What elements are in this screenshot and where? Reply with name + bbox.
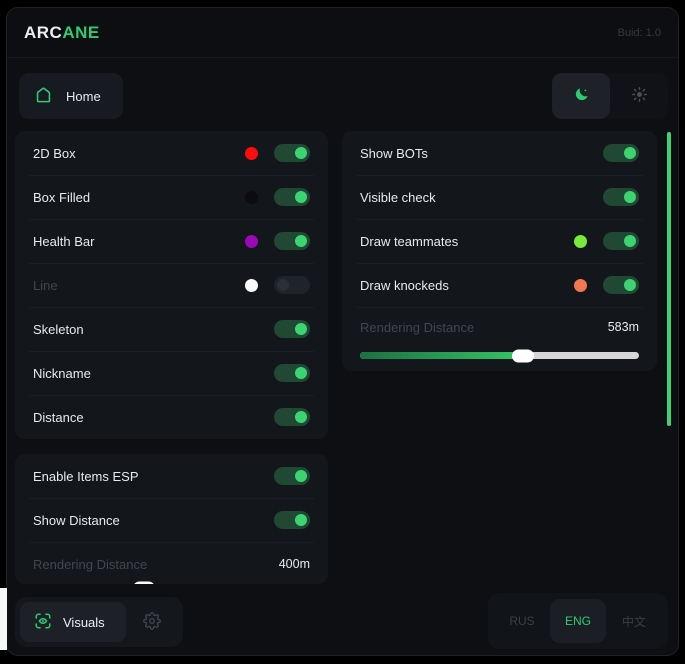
slider-fill bbox=[360, 352, 523, 359]
setting-label: Line bbox=[33, 277, 58, 293]
toggle-knob bbox=[624, 191, 636, 203]
slider-knob[interactable] bbox=[132, 581, 155, 584]
toggle-switch[interactable] bbox=[274, 511, 310, 529]
title-bar: ARCANE Buid: 1.0 bbox=[7, 8, 678, 58]
toggle-knob bbox=[277, 279, 289, 291]
setting-row-box-filled: Box Filled bbox=[15, 175, 328, 219]
app-window: ARCANE Buid: 1.0 Home 2D Box bbox=[6, 7, 679, 656]
setting-row-health-bar: Health Bar bbox=[15, 219, 328, 263]
setting-row-draw-knockeds: Draw knockeds bbox=[342, 263, 657, 307]
slider-knob[interactable] bbox=[511, 349, 534, 362]
toggle-switch[interactable] bbox=[274, 188, 310, 206]
language-switcher: RUS ENG 中文 bbox=[488, 593, 668, 649]
language-button-rus[interactable]: RUS bbox=[494, 599, 550, 643]
toggle-switch[interactable] bbox=[274, 320, 310, 338]
setting-label: Nickname bbox=[33, 365, 91, 381]
setting-label: 2D Box bbox=[33, 145, 76, 161]
setting-label: Box Filled bbox=[33, 189, 91, 205]
rendering-distance-slider[interactable] bbox=[360, 349, 639, 362]
light-mode-button[interactable] bbox=[610, 73, 668, 119]
footer-nav-group: Visuals bbox=[15, 597, 183, 647]
setting-row-distance: Distance bbox=[15, 395, 328, 439]
toggle-knob bbox=[624, 279, 636, 291]
app-logo: ARCANE bbox=[24, 23, 100, 43]
toggle-knob bbox=[295, 323, 307, 335]
toggle-switch[interactable] bbox=[603, 188, 639, 206]
toggle-knob bbox=[295, 470, 307, 482]
setting-row-rendering-distance: Rendering Distance 583m bbox=[342, 307, 657, 347]
setting-label: Show Distance bbox=[33, 512, 120, 528]
toggle-switch[interactable] bbox=[274, 408, 310, 426]
home-button[interactable]: Home bbox=[19, 73, 123, 119]
toggle-switch[interactable] bbox=[603, 144, 639, 162]
setting-row-2d-box: 2D Box bbox=[15, 131, 328, 175]
setting-label: Skeleton bbox=[33, 321, 84, 337]
toggle-switch[interactable] bbox=[274, 144, 310, 162]
setting-label: Draw knockeds bbox=[360, 277, 449, 293]
scrollbar[interactable] bbox=[667, 132, 671, 426]
setting-label: Rendering Distance bbox=[33, 556, 148, 572]
setting-label: Show BOTs bbox=[360, 145, 428, 161]
visuals-label: Visuals bbox=[63, 614, 105, 630]
setting-label: Distance bbox=[33, 409, 84, 425]
color-swatch[interactable] bbox=[245, 190, 258, 204]
dark-mode-button[interactable] bbox=[552, 73, 610, 119]
color-swatch[interactable] bbox=[245, 146, 258, 160]
player-esp-panel: 2D Box Box Filled Health Bar Line bbox=[15, 131, 328, 439]
setting-row-skeleton: Skeleton bbox=[15, 307, 328, 351]
setting-label: Enable Items ESP bbox=[33, 468, 139, 484]
setting-row-enable-items-esp: Enable Items ESP bbox=[15, 454, 328, 498]
setting-label: Health Bar bbox=[33, 233, 95, 249]
app-logo-green: ANE bbox=[62, 22, 100, 42]
language-button-zh[interactable]: 中文 bbox=[606, 599, 662, 643]
toggle-switch[interactable] bbox=[603, 276, 639, 294]
background-window-strip bbox=[0, 588, 7, 650]
gear-icon bbox=[143, 611, 161, 633]
world-esp-panel: Show BOTs Visible check Draw teammates D… bbox=[342, 131, 657, 371]
toggle-switch[interactable] bbox=[603, 232, 639, 250]
setting-row-show-bots: Show BOTs bbox=[342, 131, 657, 175]
toggle-knob bbox=[295, 235, 307, 247]
items-esp-panel: Enable Items ESP Show Distance Rendering… bbox=[15, 454, 328, 584]
slider-value: 400m bbox=[278, 557, 310, 571]
build-version: Buid: 1.0 bbox=[617, 26, 661, 39]
toggle-knob bbox=[295, 191, 307, 203]
toggle-switch[interactable] bbox=[274, 232, 310, 250]
toggle-knob bbox=[624, 235, 636, 247]
sun-icon bbox=[631, 86, 648, 106]
setting-label: Draw teammates bbox=[360, 233, 459, 249]
toggle-switch[interactable] bbox=[274, 364, 310, 382]
color-swatch[interactable] bbox=[245, 234, 258, 248]
moon-icon bbox=[573, 86, 590, 106]
toggle-switch[interactable] bbox=[274, 467, 310, 485]
toggle-knob bbox=[624, 147, 636, 159]
toggle-knob bbox=[295, 411, 307, 423]
toggle-knob bbox=[295, 367, 307, 379]
color-swatch[interactable] bbox=[245, 278, 258, 292]
scan-eye-icon bbox=[34, 612, 52, 633]
setting-row-nickname: Nickname bbox=[15, 351, 328, 395]
slider-value: 583m bbox=[607, 320, 639, 334]
toggle-switch[interactable] bbox=[274, 276, 310, 294]
setting-row-visible-check: Visible check bbox=[342, 175, 657, 219]
language-button-eng[interactable]: ENG bbox=[550, 599, 606, 643]
home-icon bbox=[34, 85, 53, 107]
setting-label: Rendering Distance bbox=[360, 319, 475, 335]
theme-switcher bbox=[552, 73, 668, 119]
app-logo-white: ARC bbox=[24, 22, 63, 42]
setting-row-rendering-distance: Rendering Distance 400m bbox=[15, 542, 328, 584]
visuals-tab-button[interactable]: Visuals bbox=[20, 602, 126, 642]
setting-row-line: Line bbox=[15, 263, 328, 307]
toggle-knob bbox=[295, 147, 307, 159]
toggle-knob bbox=[295, 514, 307, 526]
setting-row-show-distance: Show Distance bbox=[15, 498, 328, 542]
color-swatch[interactable] bbox=[574, 234, 587, 248]
setting-label: Visible check bbox=[360, 189, 436, 205]
settings-button[interactable] bbox=[126, 602, 178, 642]
setting-row-draw-teammates: Draw teammates bbox=[342, 219, 657, 263]
home-label: Home bbox=[66, 88, 101, 104]
color-swatch[interactable] bbox=[574, 278, 587, 292]
